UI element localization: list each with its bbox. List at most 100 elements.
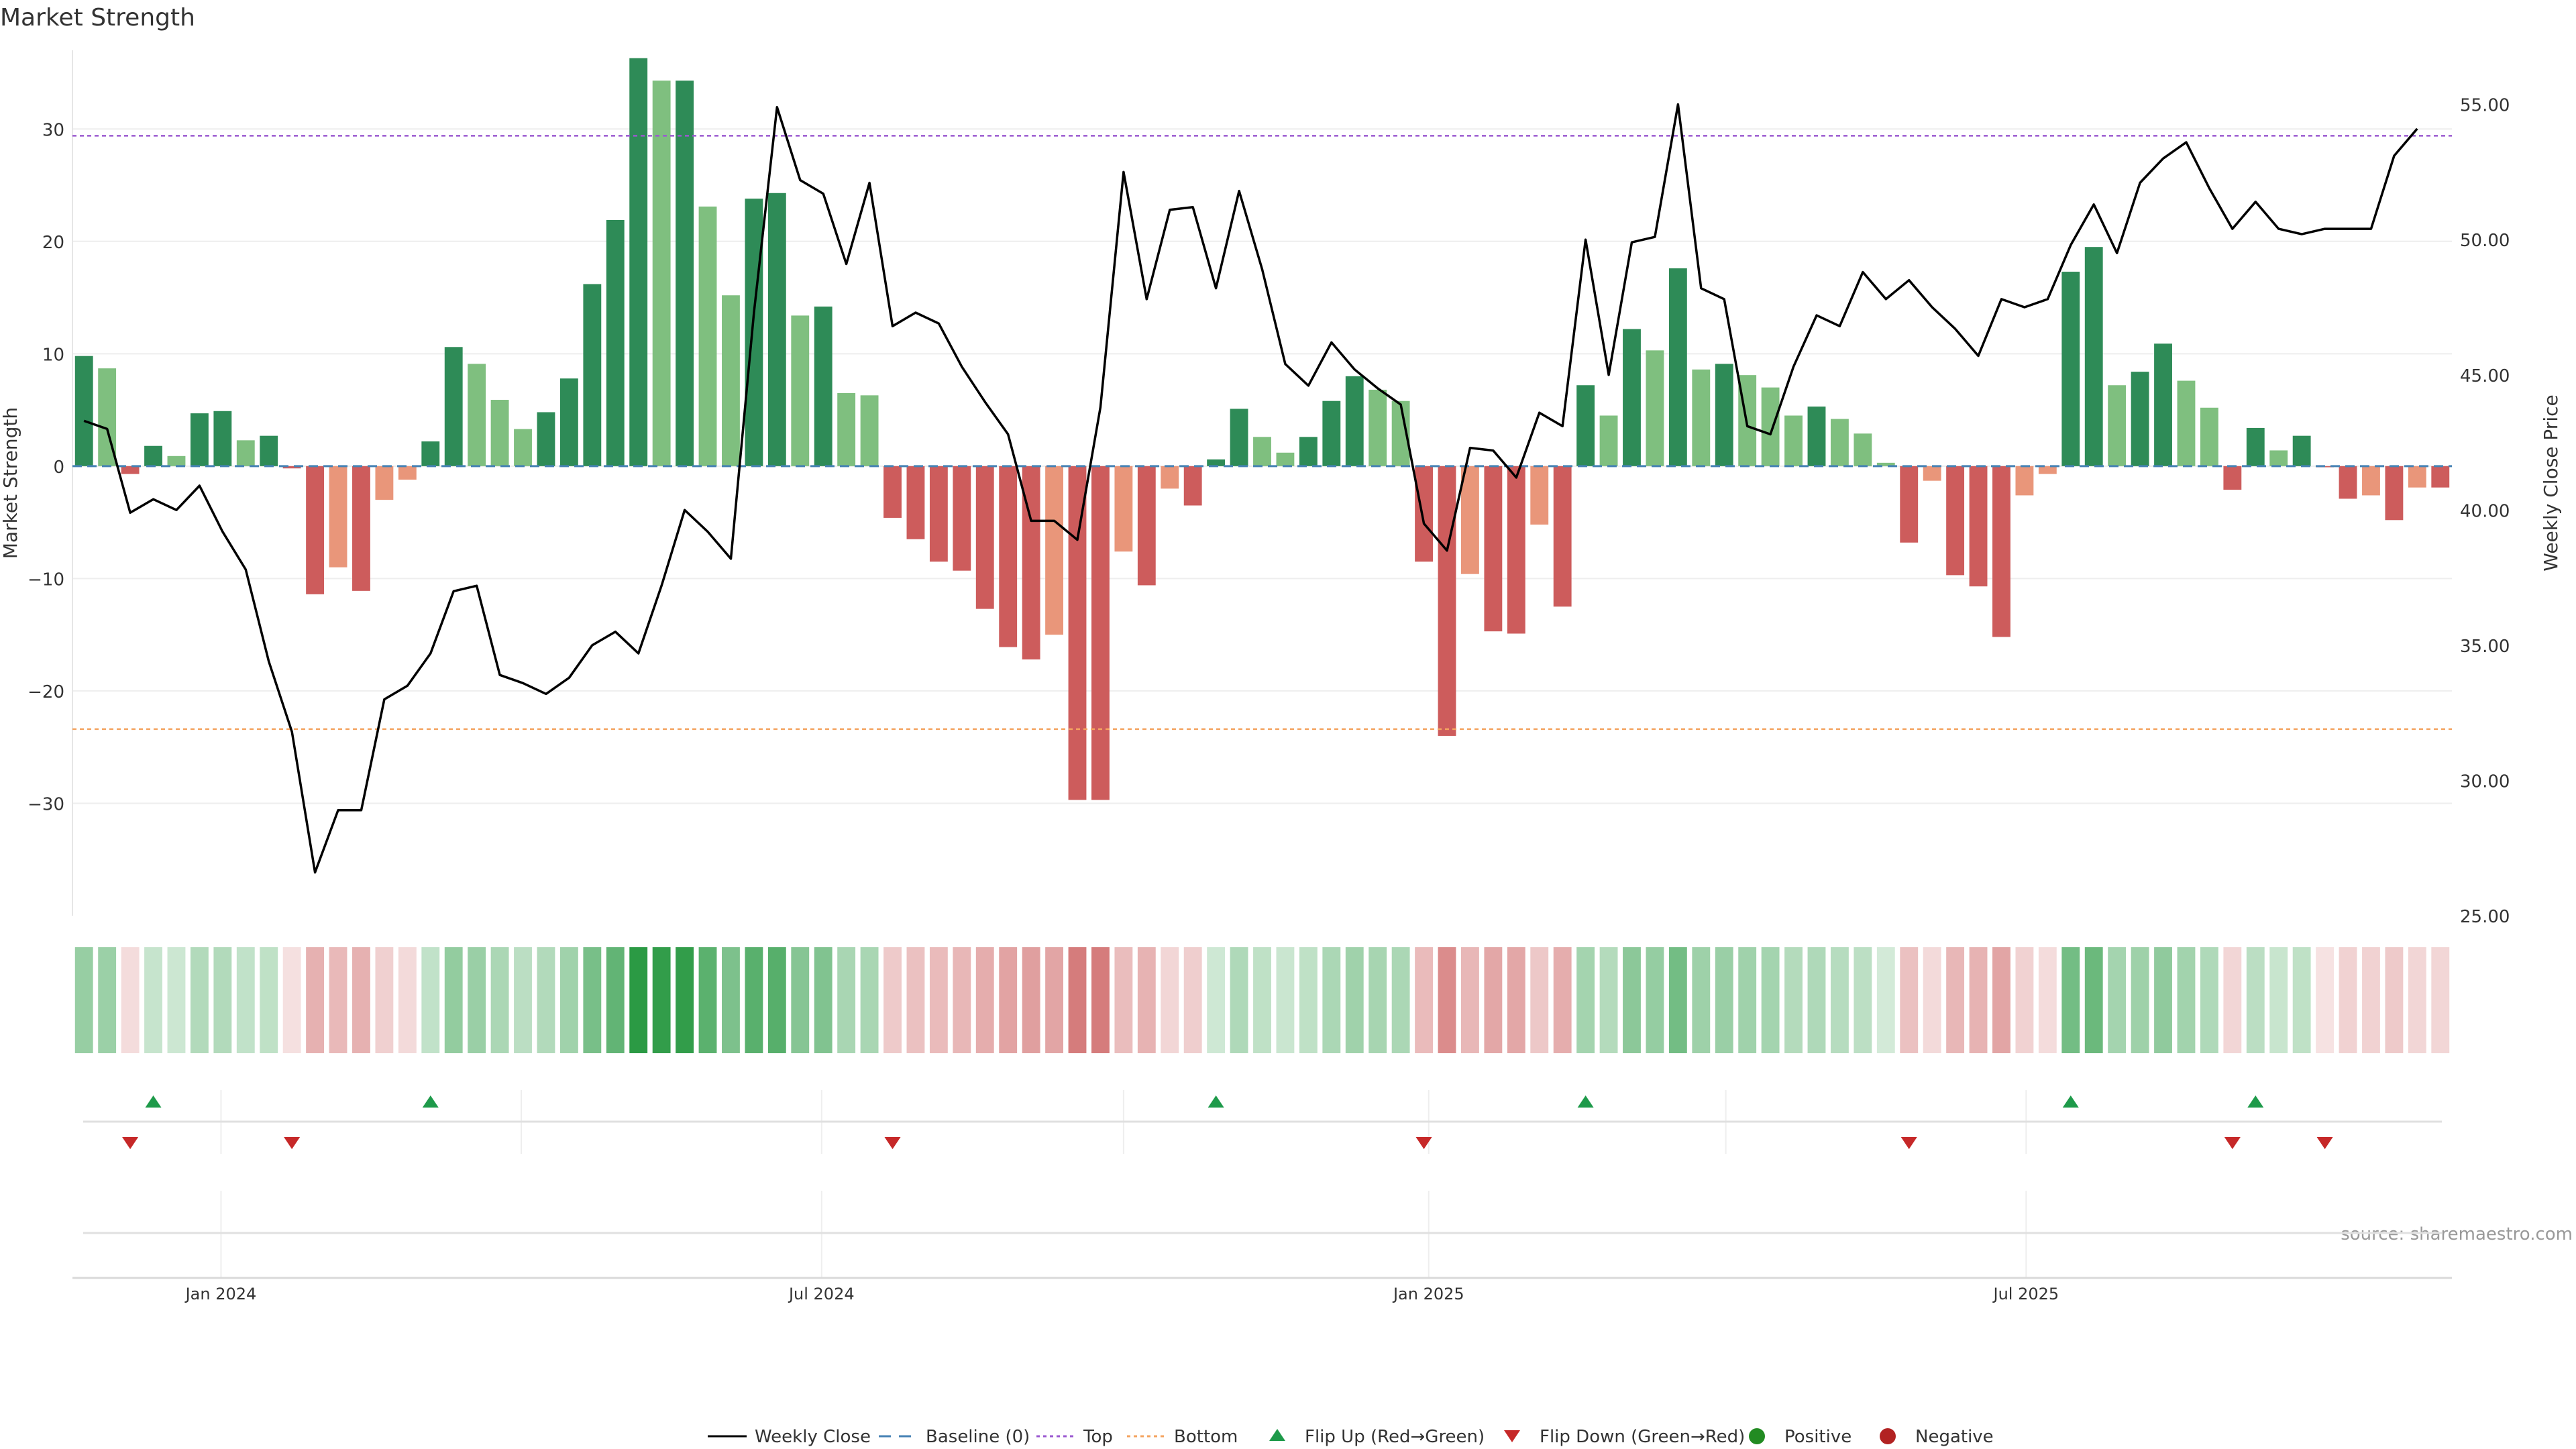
- y2-tick-label: 55.00: [2460, 96, 2510, 116]
- strength-bar: [606, 219, 625, 466]
- heat-cell: [2246, 947, 2265, 1053]
- heat-cell: [537, 947, 555, 1053]
- legend-item: Flip Down (Green→Red): [1504, 1427, 1745, 1447]
- axes: 30 20 10 0 −10 −20 −30 55.00 50.00 45.00 40.00 35.0…: [28, 50, 2510, 1303]
- heat-cell: [1045, 947, 1063, 1053]
- legend: Weekly Close Baseline (0) Top Bottom Flip Up…: [708, 1427, 1994, 1447]
- heat-cell: [1946, 947, 1965, 1053]
- y-tick-label: −20: [28, 682, 64, 702]
- legend-item: Positive: [1749, 1427, 1851, 1447]
- strength-bar: [1784, 415, 1803, 466]
- heat-cell: [1207, 947, 1226, 1053]
- heat-cell: [2408, 947, 2426, 1053]
- heat-cell: [745, 947, 763, 1053]
- heat-cell: [929, 947, 948, 1053]
- heat-cell: [1137, 947, 1156, 1053]
- heat-cell: [1807, 947, 1826, 1053]
- strength-bar: [121, 466, 140, 474]
- heat-cell: [1969, 947, 1988, 1053]
- heat-cell: [421, 947, 440, 1053]
- heat-cell: [490, 947, 509, 1053]
- strength-bar: [190, 413, 209, 466]
- heat-cell: [2131, 947, 2149, 1053]
- flip-down-marker: [1900, 1137, 1917, 1149]
- x-tick-label: Jan 2025: [1392, 1285, 1464, 1303]
- flip-markers-panel: [83, 1090, 2442, 1154]
- strength-bar: [1114, 466, 1133, 552]
- heat-cell: [1553, 947, 1572, 1053]
- heat-cell: [167, 947, 186, 1053]
- y2-tick-label: 40.00: [2460, 501, 2510, 521]
- strength-bar: [2108, 385, 2127, 466]
- strength-bar: [1900, 466, 1919, 543]
- chart-title: Market Strength: [0, 4, 195, 32]
- heat-cell: [2177, 947, 2196, 1053]
- legend-up-icon: [1269, 1429, 1285, 1441]
- heat-cell: [722, 947, 740, 1053]
- y2-tick-label: 35.00: [2460, 637, 2510, 657]
- heat-cell: [999, 947, 1018, 1053]
- strength-bar: [767, 193, 786, 466]
- heat-cell: [698, 947, 717, 1053]
- strength-bar: [1183, 466, 1202, 506]
- heat-cell: [2431, 947, 2450, 1053]
- strength-bar: [490, 400, 509, 466]
- heat-cell: [514, 947, 532, 1053]
- strength-heat-strip: [74, 947, 2450, 1053]
- strength-bar: [629, 58, 648, 466]
- weekly-close-line: [83, 103, 2418, 874]
- flip-down-marker: [284, 1137, 301, 1149]
- strength-bar: [1322, 400, 1341, 466]
- strength-bar: [2154, 343, 2172, 466]
- strength-bar: [1992, 466, 2010, 637]
- strength-bar: [1854, 433, 1872, 466]
- heat-cell: [2385, 947, 2404, 1053]
- flip-up-marker: [2062, 1095, 2079, 1108]
- strength-bar: [1299, 437, 1318, 466]
- heat-cell: [2038, 947, 2057, 1053]
- strength-bars: [74, 58, 2450, 800]
- legend-label: Flip Up (Red→Green): [1305, 1427, 1485, 1447]
- strength-bar: [814, 306, 833, 466]
- strength-bar: [1807, 407, 1826, 466]
- strength-bar: [1576, 385, 1595, 466]
- heat-cell: [1114, 947, 1133, 1053]
- heat-cell: [260, 947, 278, 1053]
- legend-positive-icon: [1749, 1428, 1765, 1444]
- x-tick-label: Jul 2025: [1992, 1285, 2059, 1303]
- legend-item: Baseline (0): [879, 1427, 1030, 1447]
- strength-bar: [260, 435, 278, 466]
- legend-item: Top: [1036, 1427, 1113, 1447]
- heat-cell: [975, 947, 994, 1053]
- y2-tick-label: 30.00: [2460, 771, 2510, 792]
- strength-bar: [1599, 415, 1618, 466]
- heat-cell: [398, 947, 417, 1053]
- strength-bar: [2246, 427, 2265, 466]
- heat-cell: [144, 947, 162, 1053]
- strength-bar: [375, 466, 394, 500]
- strength-bar: [652, 80, 671, 466]
- heat-cell: [1530, 947, 1549, 1053]
- heat-cell: [1738, 947, 1757, 1053]
- strength-bar: [1137, 466, 1156, 586]
- strength-bar: [2339, 466, 2357, 499]
- heat-cell: [1992, 947, 2010, 1053]
- strength-bar: [1276, 452, 1295, 466]
- strength-bar: [1484, 466, 1503, 632]
- strength-bar: [306, 466, 325, 594]
- strength-bar: [213, 411, 232, 466]
- strength-bar: [1368, 389, 1387, 466]
- heat-cell: [767, 947, 786, 1053]
- y-axis-label: Market Strength: [0, 407, 21, 559]
- heat-cell: [1900, 947, 1919, 1053]
- heat-cell: [121, 947, 140, 1053]
- heat-cell: [1692, 947, 1711, 1053]
- strength-bar: [1646, 350, 1664, 466]
- strength-bar: [2131, 372, 2149, 466]
- strength-bar: [1715, 364, 1733, 466]
- strength-bar: [745, 199, 763, 466]
- strength-bar: [2084, 247, 2103, 466]
- heat-cell: [1322, 947, 1341, 1053]
- heat-cell: [860, 947, 879, 1053]
- heat-cell: [791, 947, 810, 1053]
